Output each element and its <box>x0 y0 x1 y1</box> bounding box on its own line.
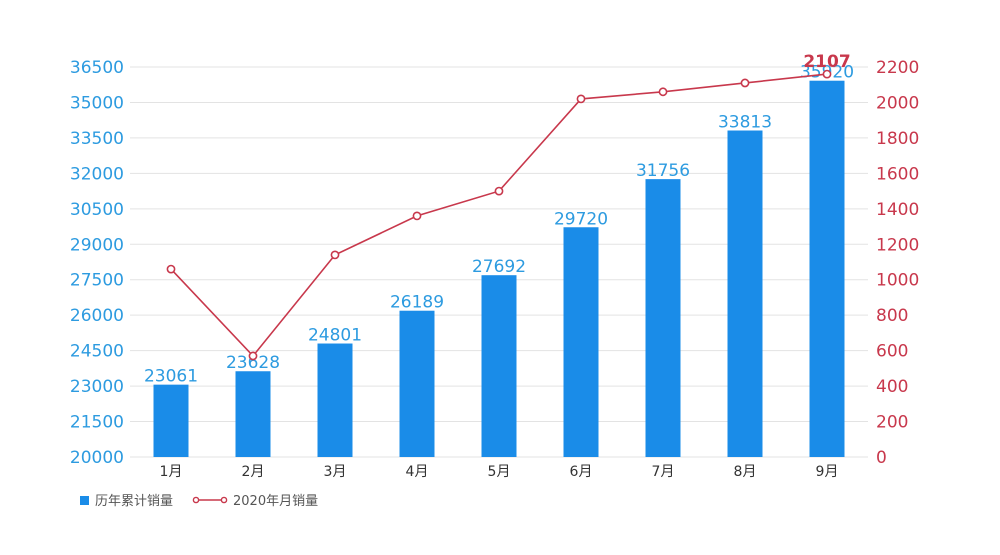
category-label: 9月 <box>816 464 839 480</box>
right-tick-label: 800 <box>876 306 908 326</box>
bar-value-label: 27692 <box>472 257 526 277</box>
category-label: 3月 <box>324 464 347 480</box>
category-label: 4月 <box>406 464 429 480</box>
line-series <box>166 69 832 361</box>
line-point <box>658 87 668 97</box>
right-tick-label: 1800 <box>876 129 919 149</box>
bar-value-label: 23628 <box>226 353 280 373</box>
left-axis-ticks: 20000 21500 23000 24500 26000 27500 29000 30500… <box>70 58 124 468</box>
right-tick-label: 200 <box>876 413 908 433</box>
right-tick-label: 1600 <box>876 164 919 184</box>
category-labels: 1月 2月 3月 4月 5月 6月 7月 8月 9月 <box>160 464 839 480</box>
line-point <box>412 211 422 221</box>
bar <box>235 371 271 457</box>
left-tick-label: 30500 <box>70 200 124 220</box>
legend: 历年累计销量 2020年月销量 <box>80 494 318 509</box>
bar <box>399 310 435 457</box>
left-tick-label: 20000 <box>70 448 124 468</box>
bar-value-label: 24801 <box>308 326 362 346</box>
right-tick-label: 1200 <box>876 235 919 255</box>
bar <box>317 343 353 457</box>
line-point <box>740 78 750 88</box>
bar <box>481 275 517 457</box>
bar <box>645 179 681 457</box>
line-point <box>576 94 586 104</box>
left-tick-label: 33500 <box>70 129 124 149</box>
left-tick-label: 29000 <box>70 235 124 255</box>
legend-bar-swatch <box>80 496 89 505</box>
bar-value-label: 23061 <box>144 367 198 387</box>
peak-annotation: 2107 <box>803 52 850 72</box>
right-tick-label: 1400 <box>876 200 919 220</box>
right-tick-label: 2200 <box>876 58 919 78</box>
legend-line-marker <box>192 496 200 504</box>
category-label: 1月 <box>160 464 183 480</box>
bar <box>727 130 763 457</box>
left-tick-label: 26000 <box>70 306 124 326</box>
bar <box>563 227 599 457</box>
peak-value-label: 2107 <box>803 52 850 72</box>
category-label: 6月 <box>570 464 593 480</box>
bar-value-label: 26189 <box>390 293 444 313</box>
bar <box>809 80 845 457</box>
legend-line-label: 2020年月销量 <box>233 494 318 509</box>
right-axis-ticks: 0 200 400 600 800 1000 1200 1400 1600 1800 2000 220… <box>876 58 919 468</box>
bar-value-label: 33813 <box>718 113 772 133</box>
line-point <box>248 351 258 361</box>
left-tick-label: 35000 <box>70 93 124 113</box>
right-tick-label: 0 <box>876 448 887 468</box>
category-label: 2月 <box>242 464 265 480</box>
left-tick-label: 23000 <box>70 377 124 397</box>
line-point <box>330 250 340 260</box>
category-label: 5月 <box>488 464 511 480</box>
left-tick-label: 24500 <box>70 342 124 362</box>
right-tick-label: 400 <box>876 377 908 397</box>
bar-value-label: 29720 <box>554 209 608 229</box>
left-tick-label: 21500 <box>70 413 124 433</box>
right-tick-label: 600 <box>876 342 908 362</box>
bar <box>153 384 189 457</box>
bar-series <box>153 80 845 457</box>
legend-bar-label: 历年累计销量 <box>95 494 173 509</box>
line-point <box>166 264 176 274</box>
right-tick-label: 2000 <box>876 93 919 113</box>
left-tick-label: 32000 <box>70 164 124 184</box>
legend-line-marker <box>220 496 228 504</box>
category-label: 7月 <box>652 464 675 480</box>
bar-value-label: 31756 <box>636 161 690 181</box>
right-tick-label: 1000 <box>876 271 919 291</box>
line-point <box>494 186 504 196</box>
bar-value-labels: 23061 23628 24801 26189 27692 29720 31756 33813… <box>144 63 854 387</box>
category-label: 8月 <box>734 464 757 480</box>
left-tick-label: 27500 <box>70 271 124 291</box>
line-point <box>822 69 832 79</box>
left-tick-label: 36500 <box>70 58 124 78</box>
